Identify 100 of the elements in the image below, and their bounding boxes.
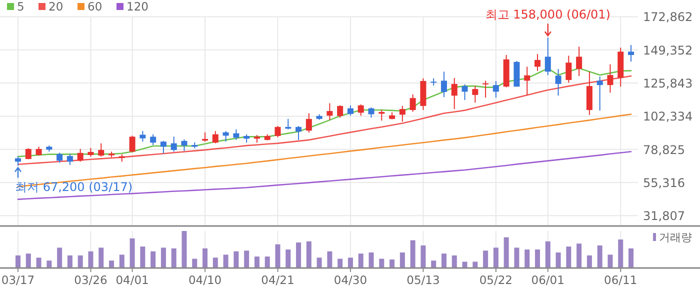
candlestick: [607, 64, 614, 94]
candlestick: [555, 68, 562, 96]
candlestick: [524, 66, 530, 96]
candlestick: [576, 46, 582, 77]
y-tick-label: 31,807: [643, 209, 685, 224]
candlestick: [358, 104, 364, 116]
candlestick: [482, 80, 489, 98]
legend-label: 5: [17, 0, 24, 14]
candlestick: [472, 86, 478, 104]
candlestick: [399, 105, 406, 122]
bar: [46, 260, 52, 268]
candlestick: [306, 112, 312, 134]
x-tick-label: 03/26: [74, 273, 108, 287]
line-series: [17, 75, 632, 165]
candlestick: [534, 54, 540, 72]
x-tick-label: 04/10: [188, 273, 222, 287]
bar: [119, 254, 124, 268]
candlestick: [586, 71, 592, 116]
bar: [57, 248, 62, 268]
x-tick-label: 04/01: [116, 273, 149, 287]
bar: [368, 252, 374, 268]
y-tick-label: 172,862: [643, 10, 693, 24]
candlestick: [129, 135, 136, 153]
candlestick: [544, 37, 551, 76]
candlestick: [181, 138, 188, 152]
y-tick-label: 55,316: [643, 176, 685, 190]
candlestick: [462, 84, 468, 101]
candlestick: [160, 140, 166, 154]
bar: [16, 255, 20, 268]
y-tick-label: 102,334: [643, 110, 693, 124]
candlestick: [596, 76, 603, 112]
candlestick: [296, 125, 302, 140]
candlestick: [212, 130, 218, 144]
candlestick: [77, 148, 84, 162]
bar: [212, 258, 218, 268]
bar: [130, 238, 135, 268]
bar: [316, 258, 322, 268]
candlestick: [410, 94, 416, 112]
bar: [140, 246, 146, 268]
bar: [462, 262, 468, 268]
bar: [452, 255, 457, 268]
bar: [586, 255, 592, 268]
candlestick: [368, 106, 374, 118]
bar: [264, 256, 270, 268]
bar: [524, 250, 530, 268]
candlestick: [66, 154, 73, 166]
x-tick-label: 06/01: [531, 273, 564, 287]
bar: [254, 256, 260, 268]
bar: [534, 250, 540, 268]
legend-label: 20: [48, 0, 64, 14]
candlestick: [337, 104, 344, 118]
y-tick-label: 125,843: [643, 76, 693, 91]
bar: [566, 246, 572, 268]
bar: [296, 242, 302, 268]
bar: [379, 258, 384, 268]
y-tick-label: 78,825: [643, 142, 685, 157]
bar: [182, 231, 187, 268]
bar: [202, 248, 208, 268]
bar: [26, 254, 31, 268]
candlestick: [326, 102, 333, 121]
bar: [608, 254, 613, 268]
bar: [171, 248, 176, 268]
bar: [472, 262, 478, 268]
bar: [67, 255, 72, 268]
bar: [88, 251, 94, 268]
bar: [244, 250, 250, 268]
candlestick: [628, 44, 634, 62]
bar: [493, 248, 498, 268]
x-tick-label: 05/13: [406, 273, 440, 287]
y-tick-label: 149,352: [643, 43, 693, 58]
bar: [98, 248, 104, 268]
bar: [556, 252, 561, 268]
candlestick: [233, 128, 240, 140]
bar: [431, 260, 436, 268]
x-tick-label: 04/21: [261, 273, 294, 287]
bar: [306, 241, 312, 268]
line-series: [17, 150, 632, 200]
bar: [545, 241, 550, 268]
bar: [514, 248, 520, 268]
bar: [327, 251, 332, 268]
bar: [483, 250, 488, 268]
bar: [400, 252, 405, 268]
annotation: 최고 158,000 (06/01): [485, 8, 610, 22]
legend-label: 60: [88, 0, 102, 14]
bar: [358, 254, 364, 268]
bar: [234, 251, 239, 268]
legend-label: 120: [126, 0, 148, 14]
candlestick: [347, 104, 354, 116]
x-tick-label: 05/22: [479, 273, 513, 287]
bar: [160, 248, 166, 268]
candlestick: [140, 130, 146, 142]
bar: [338, 258, 343, 268]
bar: [441, 254, 446, 268]
bar: [628, 248, 634, 268]
bar: [597, 245, 602, 268]
bar: [150, 251, 156, 268]
candlestick: [170, 136, 177, 152]
candlestick: [566, 55, 572, 84]
legend-label: 거래량: [659, 231, 692, 244]
candlestick: [150, 134, 156, 146]
